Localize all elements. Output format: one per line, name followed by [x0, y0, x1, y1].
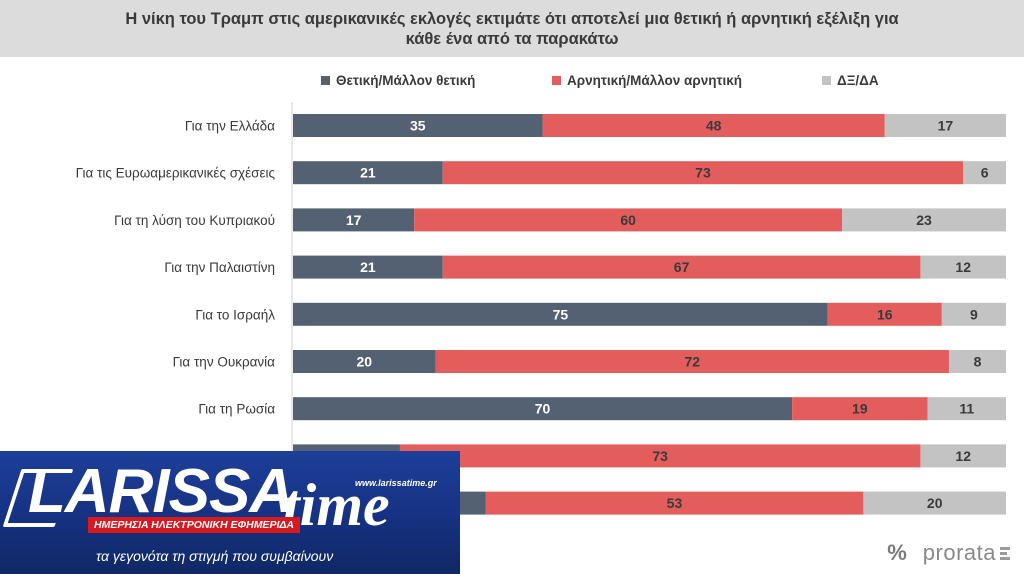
bar-dk-2 [842, 208, 1006, 232]
data-label-negative-6: 19 [852, 401, 868, 417]
bar-negative-8 [485, 491, 864, 515]
bar-positive-4 [293, 302, 828, 326]
data-label-negative-4: 16 [877, 306, 893, 322]
title-bar: Η νίκη του Τραμπ στις αμερικανικές εκλογ… [0, 0, 1024, 57]
legend-label-dk: ΔΞ/ΔΑ [837, 73, 879, 88]
data-label-negative-2: 60 [620, 212, 636, 228]
bar-dk-4 [941, 302, 1006, 326]
legend-item-negative: Αρνητική/Μάλλον αρνητική [552, 73, 742, 88]
legend: Θετική/Μάλλον θετική Αρνητική/Μάλλον αρν… [0, 73, 1024, 93]
bar-dk-8 [863, 491, 1006, 515]
brand-name: prorata [922, 540, 996, 565]
bar-dk-1 [963, 161, 1006, 185]
data-label-dk-3: 12 [955, 259, 971, 275]
legend-swatch-dk [822, 76, 831, 85]
category-label: Για τη λύση του Κυπριακού [114, 213, 275, 228]
data-label-negative-3: 67 [674, 259, 690, 275]
bar-dk-3 [920, 255, 1006, 279]
legend-swatch-negative [552, 76, 561, 85]
data-label-dk-5: 8 [974, 354, 982, 370]
data-label-dk-4: 9 [970, 306, 978, 322]
bar-dk-5 [948, 350, 1006, 373]
data-label-negative-0: 48 [706, 118, 722, 134]
bar-positive-2 [293, 208, 415, 232]
bar-negative-2 [414, 208, 843, 232]
legend-label-positive: Θετική/Μάλλον θετική [336, 73, 476, 88]
bar-positive-6 [293, 397, 793, 421]
data-label-negative-8: 53 [667, 495, 683, 511]
data-label-dk-2: 23 [916, 212, 932, 228]
bar-dk-6 [927, 397, 1006, 421]
bar-positive-3 [293, 255, 443, 279]
category-label: Για τη Ρωσία [198, 402, 275, 417]
data-label-positive-3: 21 [360, 259, 376, 275]
data-label-positive-2: 17 [346, 212, 362, 228]
data-label-negative-5: 72 [684, 354, 700, 370]
larissatime-logo: LARISSA time www.larissatime.gr ΗΜΕΡΗΣΙΑ… [0, 451, 460, 574]
bar-negative-7 [399, 444, 921, 468]
legend-swatch-positive [321, 76, 330, 85]
brand-mark-icon [1000, 546, 1010, 560]
data-label-dk-8: 20 [927, 495, 943, 511]
chart-title: Η νίκη του Τραμπ στις αμερικανικές εκλογ… [125, 9, 899, 48]
logo-url: www.larissatime.gr [355, 478, 437, 488]
data-label-positive-5: 20 [357, 354, 373, 370]
logo-time-word: time [283, 472, 390, 538]
data-label-dk-1: 6 [981, 165, 989, 181]
bar-negative-4 [827, 302, 942, 326]
bar-negative-3 [442, 255, 921, 279]
data-label-dk-7: 12 [955, 448, 971, 464]
category-label: Για την Παλαιστίνη [164, 260, 275, 275]
data-label-dk-6: 11 [959, 401, 974, 417]
data-label-dk-0: 17 [938, 118, 954, 134]
prorata-brand: % prorata [887, 540, 1010, 566]
category-label: Για τις Ευρωαμερικανικές σχέσεις [76, 166, 276, 181]
category-label: Για το Ισραήλ [195, 307, 275, 322]
data-label-positive-4: 75 [553, 306, 569, 322]
bar-positive-1 [293, 161, 443, 185]
category-label: Για την Ελλάδα [185, 119, 275, 134]
data-label-positive-0: 35 [410, 118, 426, 134]
bar-negative-6 [792, 397, 928, 421]
bar-negative-5 [435, 350, 949, 373]
legend-item-dk: ΔΞ/ΔΑ [822, 73, 879, 88]
data-label-positive-1: 21 [360, 165, 376, 181]
bar-dk-7 [920, 444, 1006, 468]
bar-positive-5 [293, 350, 436, 373]
category-label: Για την Ουκρανία [173, 355, 276, 370]
logo-wordmark: LARISSA [28, 457, 294, 526]
logo-ribbon: ΗΜΕΡΗΣΙΑ ΗΛΕΚΤΡΟΝΙΚΗ ΕΦΗΜΕΡΙΔΑ [88, 517, 300, 533]
data-label-negative-1: 73 [695, 165, 711, 181]
percent-icon: % [887, 540, 907, 565]
legend-label-negative: Αρνητική/Μάλλον αρνητική [567, 73, 743, 88]
bar-negative-0 [542, 114, 885, 137]
legend-item-positive: Θετική/Μάλλον θετική [321, 73, 475, 88]
bar-negative-1 [442, 161, 964, 185]
data-label-positive-6: 70 [535, 401, 551, 417]
logo-slogan: τα γεγονότα τη στιγμή που συμβαίνουν [96, 548, 334, 564]
bar-positive-0 [293, 114, 543, 137]
data-label-negative-7: 73 [652, 448, 668, 464]
bar-dk-0 [884, 114, 1006, 137]
